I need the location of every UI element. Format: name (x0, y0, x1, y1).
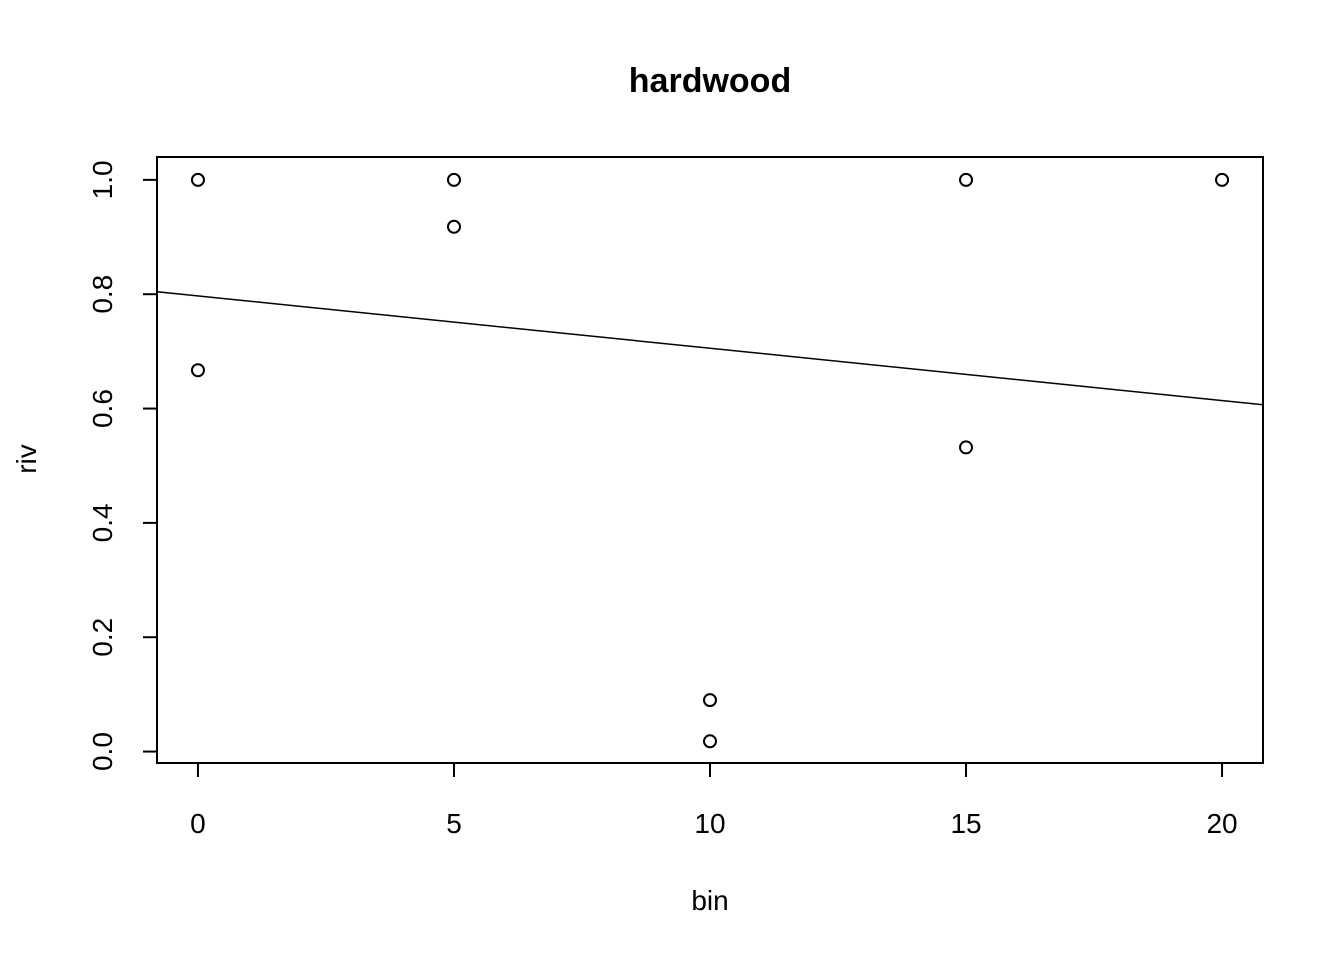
x-axis: 0 5 10 15 20 (190, 762, 1238, 839)
data-point (1215, 172, 1230, 187)
x-tick-label: 0 (190, 808, 206, 839)
plot-frame (156, 156, 1264, 764)
x-tick-label: 5 (446, 808, 462, 839)
data-point (446, 172, 461, 187)
y-tick-label: 0.8 (87, 275, 118, 314)
data-point (703, 693, 717, 708)
data-point (446, 219, 461, 234)
y-tick-label: 0.4 (87, 503, 118, 542)
data-point (959, 172, 974, 187)
y-tick-label: 1.0 (87, 160, 118, 199)
fit-line-group (156, 290, 1264, 406)
data-point (190, 363, 205, 378)
y-tick-label: 0.2 (87, 618, 118, 657)
data-point (190, 172, 205, 187)
y-axis: 0.0 0.2 0.4 0.6 0.8 1.0 (87, 160, 158, 771)
x-tick-label: 15 (950, 808, 981, 839)
chart-title: hardwood (629, 62, 791, 100)
x-axis-label: bin (691, 885, 728, 916)
data-points (190, 172, 1230, 749)
y-tick-label: 0.0 (87, 732, 118, 771)
y-tick-label: 0.6 (87, 389, 118, 428)
y-axis-label: riv (11, 444, 42, 474)
data-point (959, 440, 974, 455)
x-tick-label: 20 (1206, 808, 1237, 839)
data-point (703, 734, 717, 749)
regression-line (156, 290, 1264, 406)
x-tick-label: 10 (694, 808, 725, 839)
